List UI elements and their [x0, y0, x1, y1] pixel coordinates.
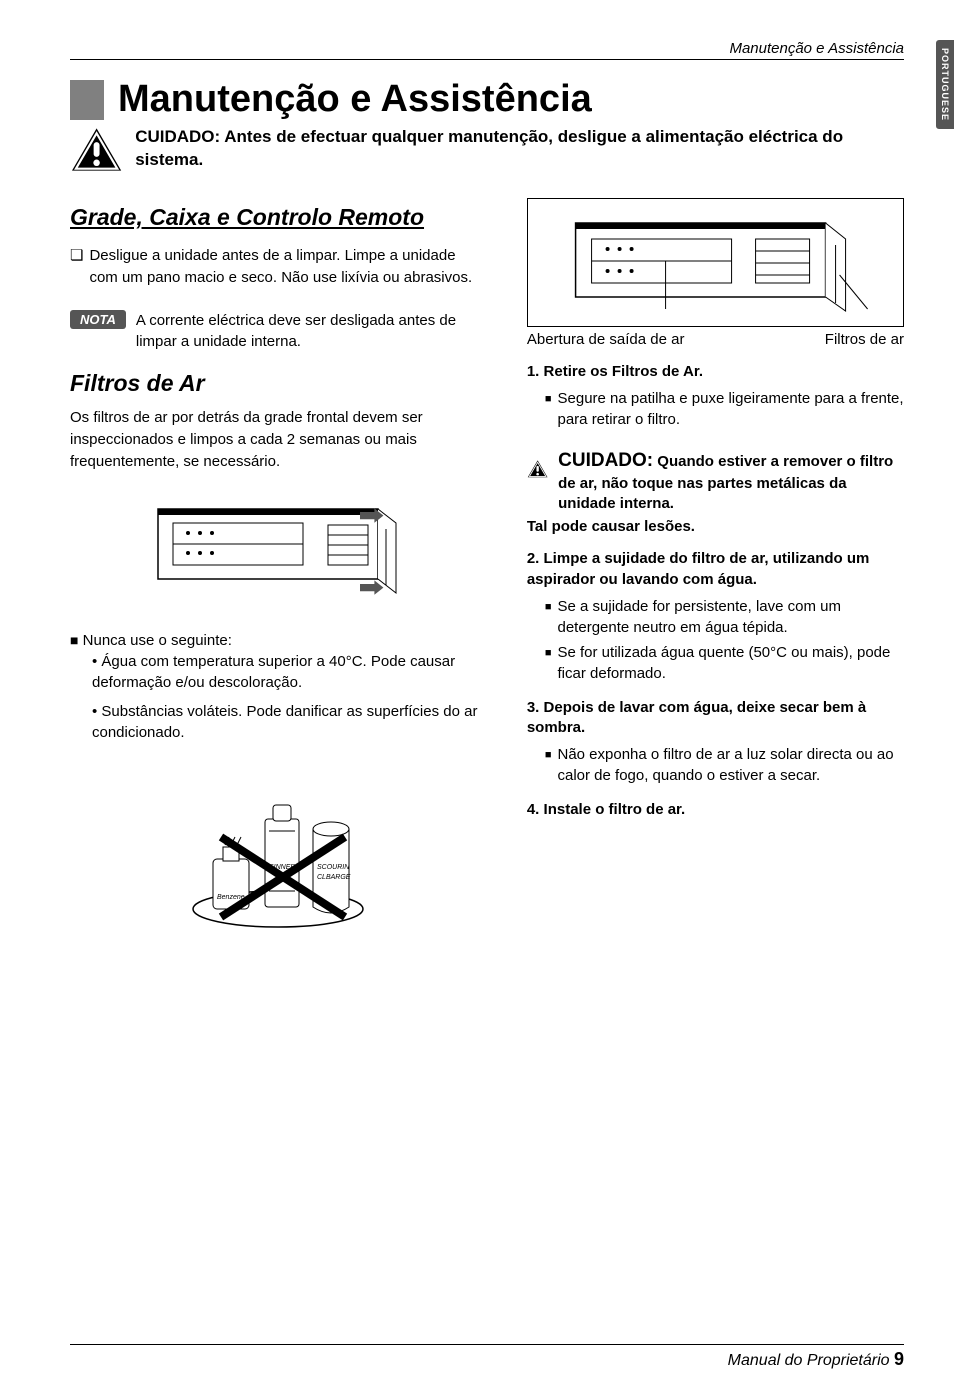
- step1-sub-text: Segure na patilha e puxe ligeiramente pa…: [558, 388, 905, 430]
- nota-text: A corrente eléctrica deve ser desligada …: [136, 310, 487, 352]
- step3-sub-text: Não exponha o filtro de ar a luz solar d…: [558, 744, 905, 786]
- step4-head: 4. Instale o filtro de ar.: [527, 800, 904, 820]
- running-head: Manutenção e Assistência: [70, 40, 904, 60]
- grade-bullet-block: ❏ Desligue a unidade antes de a limpar. …: [70, 245, 487, 289]
- square-icon: ■: [545, 642, 552, 684]
- unit-figure-right: [534, 205, 897, 315]
- language-tab: PORTUGUESE: [936, 40, 954, 129]
- left-column: Grade, Caixa e Controlo Remoto ❏ Desligu…: [70, 198, 487, 961]
- nunca-head: ■ Nunca use o seguinte:: [70, 630, 487, 652]
- bullet-mark: ❏: [70, 245, 83, 289]
- section-filtros-title: Filtros de Ar: [70, 370, 487, 397]
- title-accent-bar: [70, 80, 104, 120]
- right-column: Abertura de saída de ar Filtros de ar 1.…: [527, 198, 904, 961]
- nunca-item-1: • Água com temperatura superior a 40°C. …: [92, 651, 487, 693]
- square-icon: ■: [545, 744, 552, 786]
- step2-sub2-text: Se for utilizada água quente (50°C ou ma…: [558, 642, 905, 684]
- inline-warning: CUIDADO: Quando estiver a remover o filt…: [527, 448, 904, 514]
- unit-figure-right-frame: [527, 198, 904, 327]
- footer-page: 9: [894, 1349, 904, 1369]
- page-footer: Manual do Proprietário 9: [70, 1344, 904, 1370]
- filtros-paragraph: Os filtros de ar por detrás da grade fro…: [70, 407, 487, 472]
- step2-sub1-text: Se a sujidade for persistente, lave com …: [558, 596, 905, 638]
- svg-text:CLBARGE: CLBARGE: [317, 874, 351, 881]
- nota-label: NOTA: [70, 310, 126, 329]
- top-warning-text: CUIDADO: Antes de efectuar qualquer manu…: [135, 126, 904, 172]
- inline-warn-tail: Tal pode causar lesões.: [527, 518, 904, 535]
- grade-bullet-text: Desligue a unidade antes de a limpar. Li…: [89, 245, 486, 289]
- nunca-item-2: • Substâncias voláteis. Pode danificar a…: [92, 701, 487, 743]
- footer-text: Manual do Proprietário: [728, 1352, 894, 1369]
- nunca-list: • Água com temperatura superior a 40°C. …: [92, 651, 487, 743]
- square-icon: ■: [70, 632, 78, 648]
- square-icon: ■: [545, 388, 552, 430]
- step1-sub: ■ Segure na patilha e puxe ligeiramente …: [545, 388, 904, 430]
- nunca-head-text: Nunca use o seguinte:: [83, 632, 232, 649]
- step1-head: 1. Retire os Filtros de Ar.: [527, 362, 904, 382]
- caption-right: Filtros de ar: [825, 331, 904, 348]
- warning-icon: [70, 126, 123, 174]
- nota-block: NOTA A corrente eléctrica deve ser desli…: [70, 310, 487, 352]
- step2-sub2: ■ Se for utilizada água quente (50°C ou …: [545, 642, 904, 684]
- step2-sub1: ■ Se a sujidade for persistente, lave co…: [545, 596, 904, 638]
- inline-warn-lead: CUIDADO:: [558, 450, 653, 471]
- warning-icon: [527, 448, 548, 490]
- step3-sub: ■ Não exponha o filtro de ar a luz solar…: [545, 744, 904, 786]
- page-title-block: Manutenção e Assistência: [70, 80, 904, 120]
- top-warning-row: CUIDADO: Antes de efectuar qualquer manu…: [70, 126, 904, 174]
- svg-text:SCOURIN: SCOURIN: [317, 864, 350, 871]
- step3-head: 3. Depois de lavar com água, deixe secar…: [527, 698, 904, 739]
- page-title: Manutenção e Assistência: [104, 80, 592, 120]
- chemicals-figure: Benzene SINNER SCOURIN CLBARGE: [70, 759, 487, 944]
- caption-left: Abertura de saída de ar: [527, 331, 685, 348]
- square-icon: ■: [545, 596, 552, 638]
- section-grade-title: Grade, Caixa e Controlo Remoto: [70, 204, 487, 231]
- figure-captions: Abertura de saída de ar Filtros de ar: [527, 331, 904, 348]
- step2-head: 2. Limpe a sujidade do filtro de ar, uti…: [527, 549, 904, 590]
- unit-figure-left: [70, 489, 487, 614]
